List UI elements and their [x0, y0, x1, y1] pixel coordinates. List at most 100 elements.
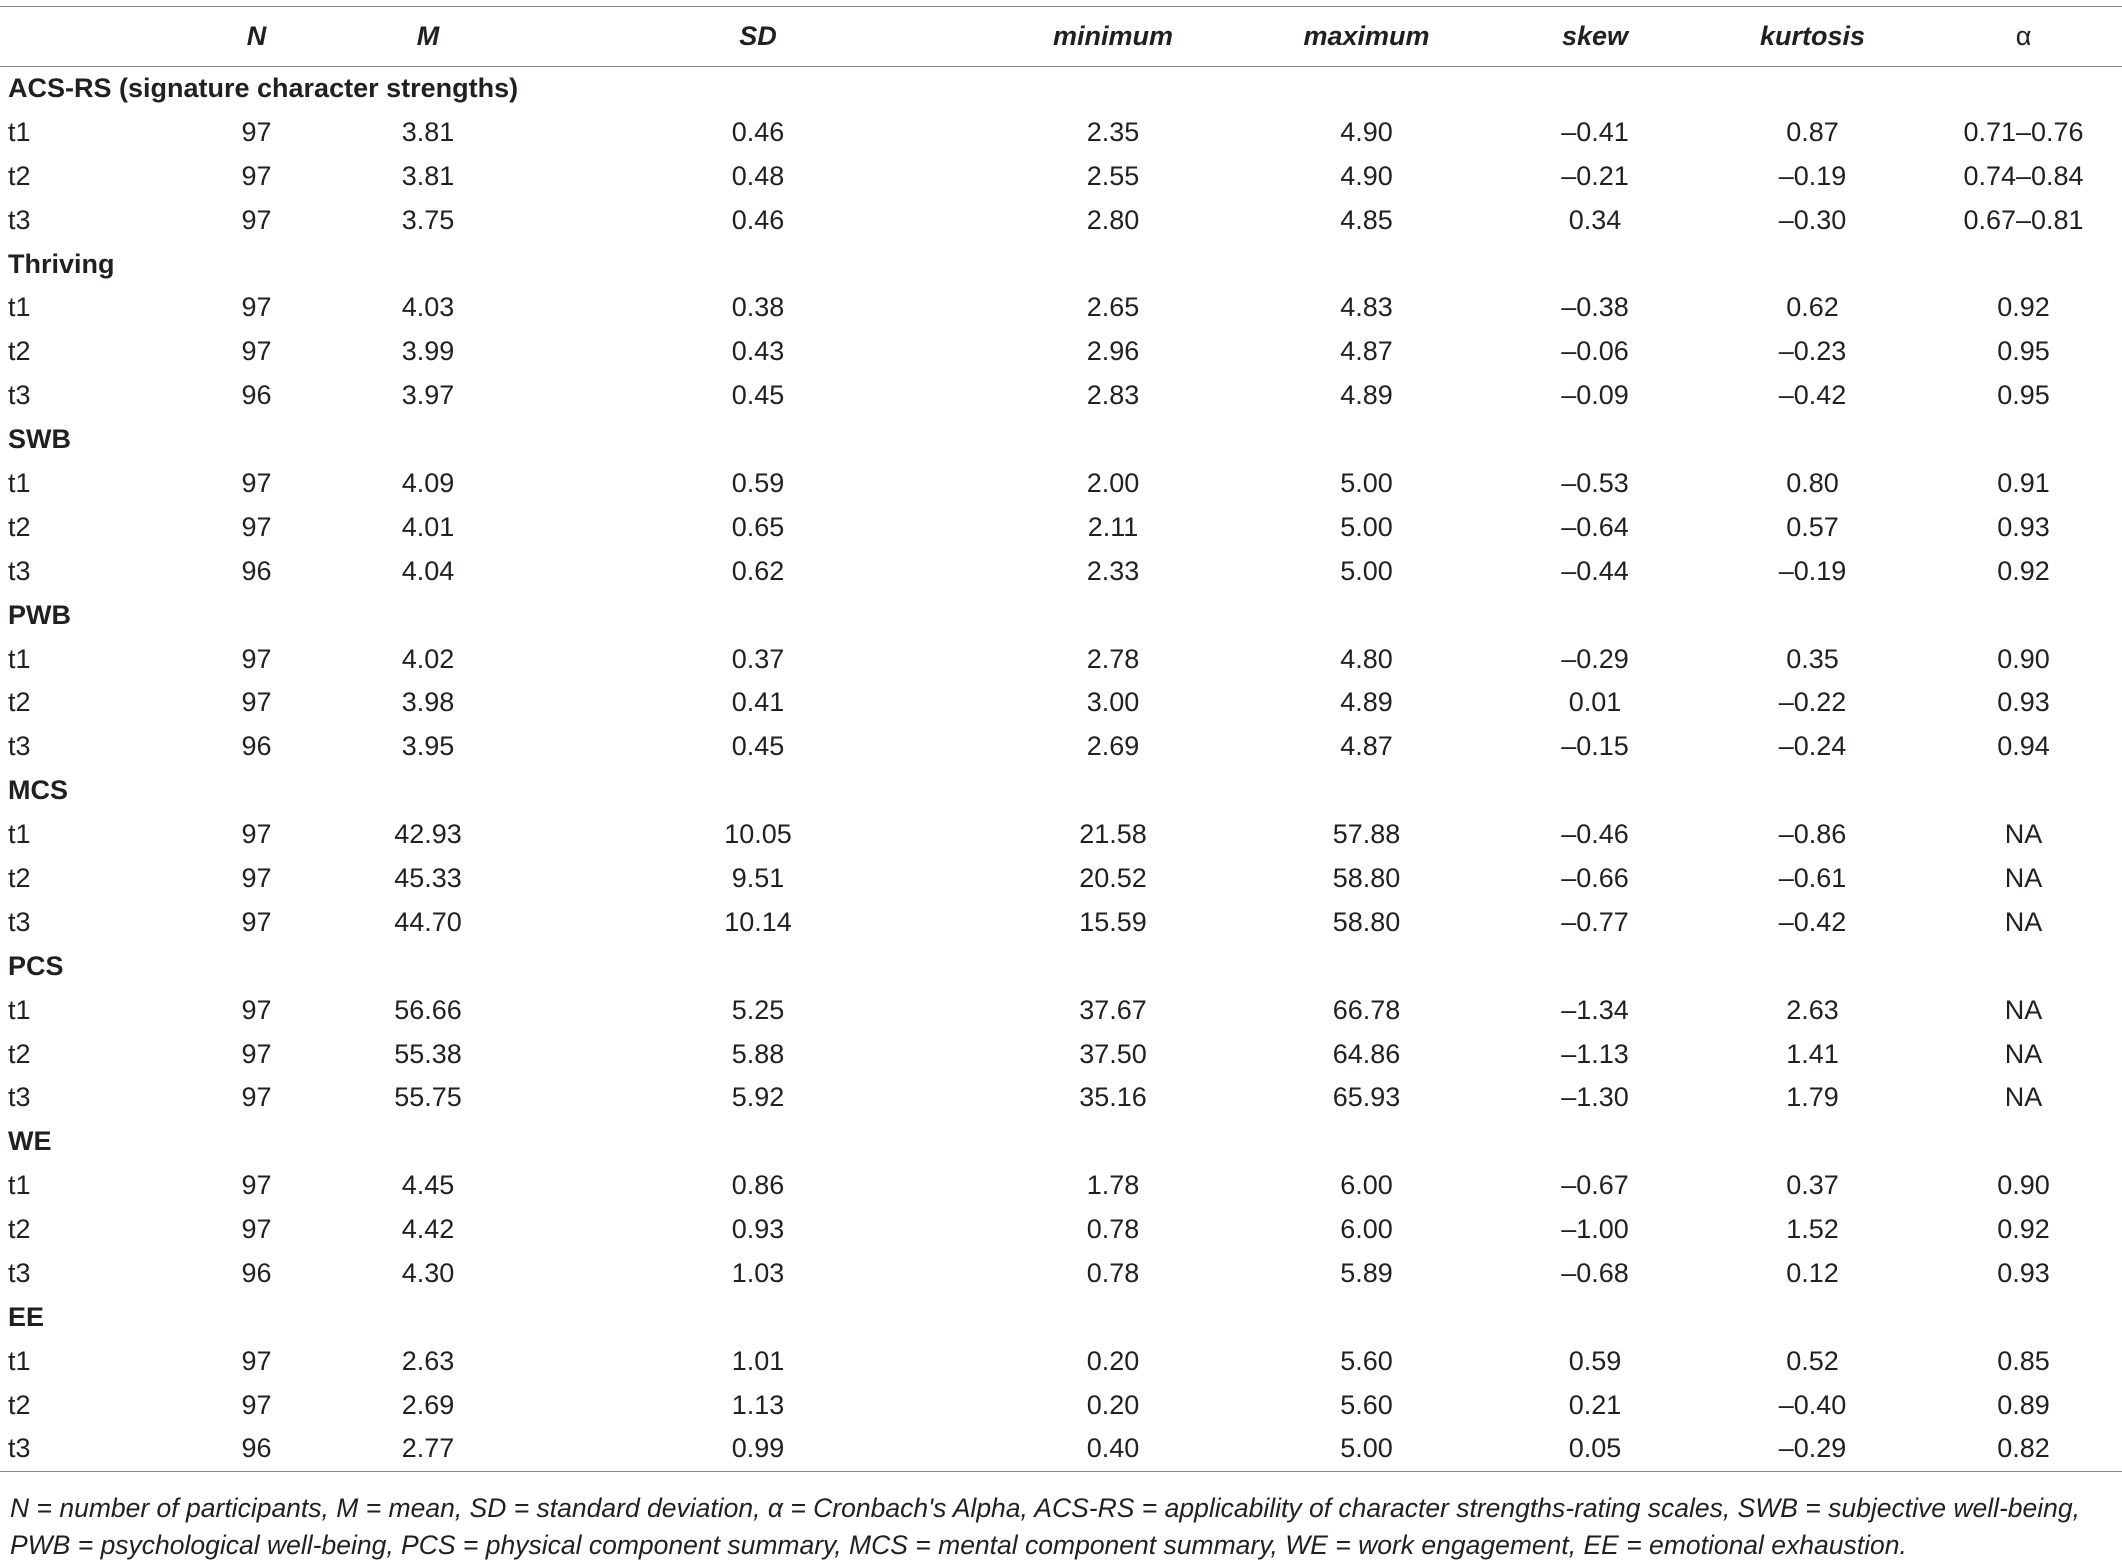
skew-cell: –0.29: [1561, 643, 1629, 674]
table-row: t1 97 4.45 0.86 1.78 6.00 –0.67 0.37 0.90: [0, 1164, 2122, 1208]
header-skew: skew: [1490, 6, 1700, 67]
minimum-cell: 0.78: [1086, 1214, 1140, 1245]
maximum-cell: 5.60: [1340, 1345, 1393, 1376]
sd-cell: 0.65: [731, 511, 785, 542]
maximum-cell: 64.86: [1332, 1038, 1401, 1069]
kurtosis-cell: –0.30: [1778, 204, 1847, 235]
alpha-cell: 0.90: [1997, 1170, 2050, 1201]
maximum-cell: 5.00: [1340, 555, 1393, 586]
time-cell: t3: [8, 380, 31, 411]
kurtosis-cell: 2.63: [1786, 994, 1839, 1025]
sd-cell: 1.03: [731, 1257, 785, 1288]
n-cell: 96: [241, 380, 272, 411]
n-cell: 97: [241, 643, 272, 674]
alpha-cell: 0.95: [1997, 380, 2050, 411]
skew-cell: –1.34: [1561, 994, 1629, 1025]
skew-cell: –0.38: [1561, 292, 1629, 323]
mean-cell: 42.93: [394, 819, 462, 850]
table-row: t3 96 3.97 0.45 2.83 4.89 –0.09 –0.42 0.95: [0, 374, 2122, 418]
n-cell: 96: [241, 555, 272, 586]
alpha-cell: NA: [2004, 819, 2043, 850]
kurtosis-cell: –0.23: [1778, 336, 1847, 367]
sd-cell: 0.59: [731, 467, 785, 498]
time-cell: t2: [8, 687, 31, 718]
n-cell: 97: [241, 1389, 272, 1420]
group-label: PWB: [8, 599, 71, 630]
group-row: MCS: [0, 769, 2122, 813]
mean-cell: 55.38: [394, 1038, 462, 1069]
mean-cell: 3.81: [401, 116, 455, 147]
sd-cell: 0.41: [731, 687, 785, 718]
skew-cell: 0.01: [1568, 687, 1622, 718]
header-minimum: minimum: [983, 6, 1243, 67]
n-cell: 97: [241, 1345, 272, 1376]
time-cell: t2: [8, 336, 31, 367]
skew-cell: 0.05: [1490, 1427, 1700, 1472]
skew-cell: –0.15: [1561, 731, 1629, 762]
table-row: t1 97 42.93 10.05 21.58 57.88 –0.46 –0.86 NA: [0, 813, 2122, 857]
minimum-cell: 2.80: [1086, 204, 1140, 235]
n-cell: 97: [241, 819, 272, 850]
kurtosis-cell: 1.79: [1786, 1082, 1839, 1113]
n-cell: 97: [241, 336, 272, 367]
table-row: t1 97 2.63 1.01 0.20 5.60 0.59 0.52 0.85: [0, 1339, 2122, 1383]
n-cell: 97: [241, 116, 272, 147]
sd-cell: 5.92: [731, 1082, 785, 1113]
skew-cell: –0.46: [1561, 819, 1629, 850]
time-cell: t3: [8, 1082, 31, 1113]
n-cell: 96: [241, 731, 272, 762]
sd-cell: 0.93: [731, 1214, 785, 1245]
time-cell: t3: [0, 1427, 190, 1472]
maximum-cell: 5.00: [1243, 1427, 1490, 1472]
kurtosis-cell: –0.40: [1778, 1389, 1847, 1420]
alpha-cell: 0.92: [1997, 1214, 2050, 1245]
maximum-cell: 6.00: [1340, 1214, 1393, 1245]
n-cell: 97: [241, 994, 272, 1025]
sd-cell: 5.88: [731, 1038, 785, 1069]
maximum-cell: 4.87: [1340, 336, 1393, 367]
sd-cell: 0.86: [731, 1170, 785, 1201]
maximum-cell: 5.60: [1340, 1389, 1393, 1420]
kurtosis-cell: –0.86: [1778, 819, 1847, 850]
kurtosis-cell: –0.29: [1700, 1427, 1925, 1472]
table-row: t3 97 44.70 10.14 15.59 58.80 –0.77 –0.42 NA: [0, 900, 2122, 944]
sd-cell: 0.45: [731, 731, 785, 762]
alpha-cell: NA: [2004, 1038, 2043, 1069]
skew-cell: 0.59: [1568, 1345, 1622, 1376]
time-cell: t1: [8, 292, 31, 323]
sd-cell: 0.43: [731, 336, 785, 367]
time-cell: t3: [8, 731, 31, 762]
table-row: t2 97 45.33 9.51 20.52 58.80 –0.66 –0.61 NA: [0, 857, 2122, 901]
group-label: SWB: [8, 424, 71, 455]
skew-cell: –0.77: [1561, 906, 1629, 937]
minimum-cell: 0.78: [1086, 1257, 1140, 1288]
minimum-cell: 1.78: [1086, 1170, 1140, 1201]
mean-cell: 4.30: [401, 1257, 455, 1288]
maximum-cell: 5.00: [1340, 511, 1393, 542]
minimum-cell: 2.35: [1086, 116, 1140, 147]
maximum-cell: 57.88: [1332, 819, 1401, 850]
group-label: Thriving: [8, 248, 115, 279]
n-cell: 97: [241, 1038, 272, 1069]
skew-cell: –0.06: [1561, 336, 1629, 367]
sd-cell: 1.13: [731, 1389, 785, 1420]
mean-cell: 4.09: [401, 467, 455, 498]
minimum-cell: 2.69: [1086, 731, 1140, 762]
group-label: EE: [8, 1301, 45, 1332]
minimum-cell: 15.59: [1079, 906, 1147, 937]
alpha-cell: 0.92: [1997, 292, 2050, 323]
table-row: t1 97 4.03 0.38 2.65 4.83 –0.38 0.62 0.92: [0, 286, 2122, 330]
maximum-cell: 58.80: [1332, 906, 1401, 937]
table-row: t1 97 3.81 0.46 2.35 4.90 –0.41 0.87 0.71–0.76: [0, 110, 2122, 154]
maximum-cell: 4.80: [1340, 643, 1393, 674]
n-cell: 97: [241, 862, 272, 893]
minimum-cell: 0.20: [1086, 1345, 1140, 1376]
maximum-cell: 4.90: [1340, 116, 1393, 147]
kurtosis-cell: 0.12: [1786, 1257, 1839, 1288]
group-label: ACS-RS (signature character strengths): [8, 73, 519, 104]
sd-cell: 1.01: [731, 1345, 785, 1376]
minimum-cell: 2.65: [1086, 292, 1140, 323]
header-n: N: [190, 6, 323, 67]
sd-cell: 0.48: [731, 160, 785, 191]
maximum-cell: 65.93: [1332, 1082, 1401, 1113]
